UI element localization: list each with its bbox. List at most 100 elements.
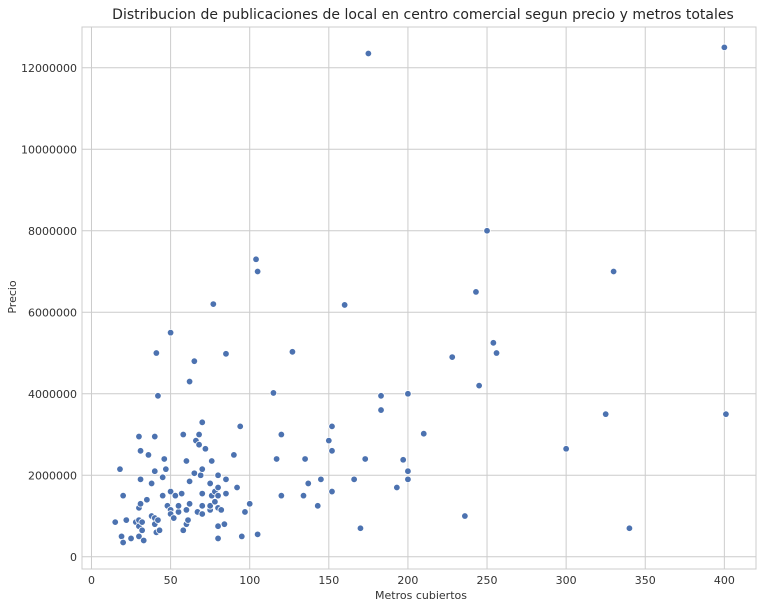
data-point: [399, 456, 407, 464]
data-point: [253, 267, 262, 276]
data-point: [214, 491, 222, 500]
data-point: [198, 465, 206, 473]
data-point: [393, 483, 401, 492]
data-point: [135, 532, 143, 541]
data-point: [119, 491, 127, 500]
data-point: [217, 506, 225, 514]
data-point: [174, 502, 183, 510]
data-point: [448, 353, 456, 361]
data-point: [288, 348, 297, 356]
data-point: [151, 432, 159, 441]
data-point: [314, 502, 322, 510]
grid: [82, 27, 756, 569]
data-point: [179, 430, 187, 439]
x-tick-label: 300: [556, 574, 577, 587]
data-point: [340, 301, 349, 309]
data-point: [277, 491, 286, 500]
data-point: [301, 455, 309, 463]
data-point: [233, 483, 241, 492]
data-point: [155, 526, 164, 534]
data-point: [138, 518, 146, 526]
data-point: [246, 500, 254, 508]
data-point: [179, 526, 187, 534]
data-point: [190, 357, 199, 365]
data-point: [214, 534, 222, 543]
data-point: [625, 524, 634, 532]
data-point: [483, 227, 491, 235]
x-tick-label: 350: [635, 574, 656, 587]
data-point: [404, 475, 412, 484]
y-tick-label: 8000000: [28, 225, 77, 238]
data-point: [220, 520, 229, 528]
data-point: [361, 455, 369, 463]
data-point: [201, 445, 210, 453]
data-point: [238, 532, 246, 541]
data-point: [328, 422, 336, 431]
data-point: [198, 510, 206, 518]
data-point: [174, 508, 183, 516]
data-point: [325, 436, 333, 445]
data-point: [252, 255, 260, 263]
data-point: [116, 465, 124, 473]
data-point: [198, 489, 206, 498]
data-point: [196, 471, 205, 479]
data-points: [111, 43, 730, 547]
data-point: [356, 524, 365, 532]
data-point: [206, 502, 214, 510]
x-tick-label: 400: [714, 574, 735, 587]
plot-frame: [81, 26, 757, 570]
data-point: [166, 487, 175, 496]
x-tick-label: 200: [397, 574, 418, 587]
y-tick-labels: 0 2000000 4000000 6000000 8000000 10000000 120…: [21, 62, 77, 564]
data-point: [198, 502, 206, 510]
data-point: [206, 479, 214, 488]
data-point: [182, 457, 191, 465]
data-point: [136, 475, 145, 484]
y-tick-label: 10000000: [21, 143, 77, 156]
y-tick-label: 4000000: [28, 388, 77, 401]
data-point: [119, 538, 127, 547]
data-point: [195, 441, 203, 449]
data-point: [492, 349, 501, 357]
data-point: [190, 469, 199, 477]
x-tick-label: 250: [477, 574, 498, 587]
data-point: [158, 491, 167, 500]
data-point: [214, 471, 222, 479]
data-point: [170, 514, 178, 522]
data-point: [377, 406, 385, 414]
data-point: [328, 487, 336, 496]
data-point: [350, 475, 358, 484]
data-point: [208, 457, 216, 465]
data-point: [162, 465, 170, 473]
data-point: [182, 506, 191, 514]
data-point: [420, 430, 428, 438]
data-point: [601, 410, 610, 418]
data-point: [144, 451, 153, 459]
y-tick-label: 6000000: [28, 306, 77, 319]
x-tick-label: 150: [318, 574, 339, 587]
data-point: [122, 516, 131, 524]
y-tick-label: 12000000: [21, 62, 77, 75]
data-point: [489, 339, 498, 347]
data-point: [127, 534, 135, 543]
x-tick-label: 0: [88, 574, 95, 587]
data-point: [299, 491, 308, 500]
data-point: [198, 418, 206, 426]
data-point: [185, 377, 194, 386]
data-point: [185, 477, 194, 486]
data-point: [140, 536, 148, 545]
data-point: [158, 473, 167, 482]
data-point: [171, 491, 180, 500]
data-point: [152, 349, 161, 357]
data-point: [317, 475, 325, 484]
data-point: [277, 430, 286, 439]
data-point: [147, 479, 156, 488]
data-point: [404, 390, 412, 398]
data-point: [472, 288, 480, 296]
data-point: [272, 455, 281, 463]
data-point: [111, 518, 119, 526]
data-point: [135, 432, 143, 441]
data-point: [475, 381, 483, 390]
data-point: [609, 267, 618, 276]
